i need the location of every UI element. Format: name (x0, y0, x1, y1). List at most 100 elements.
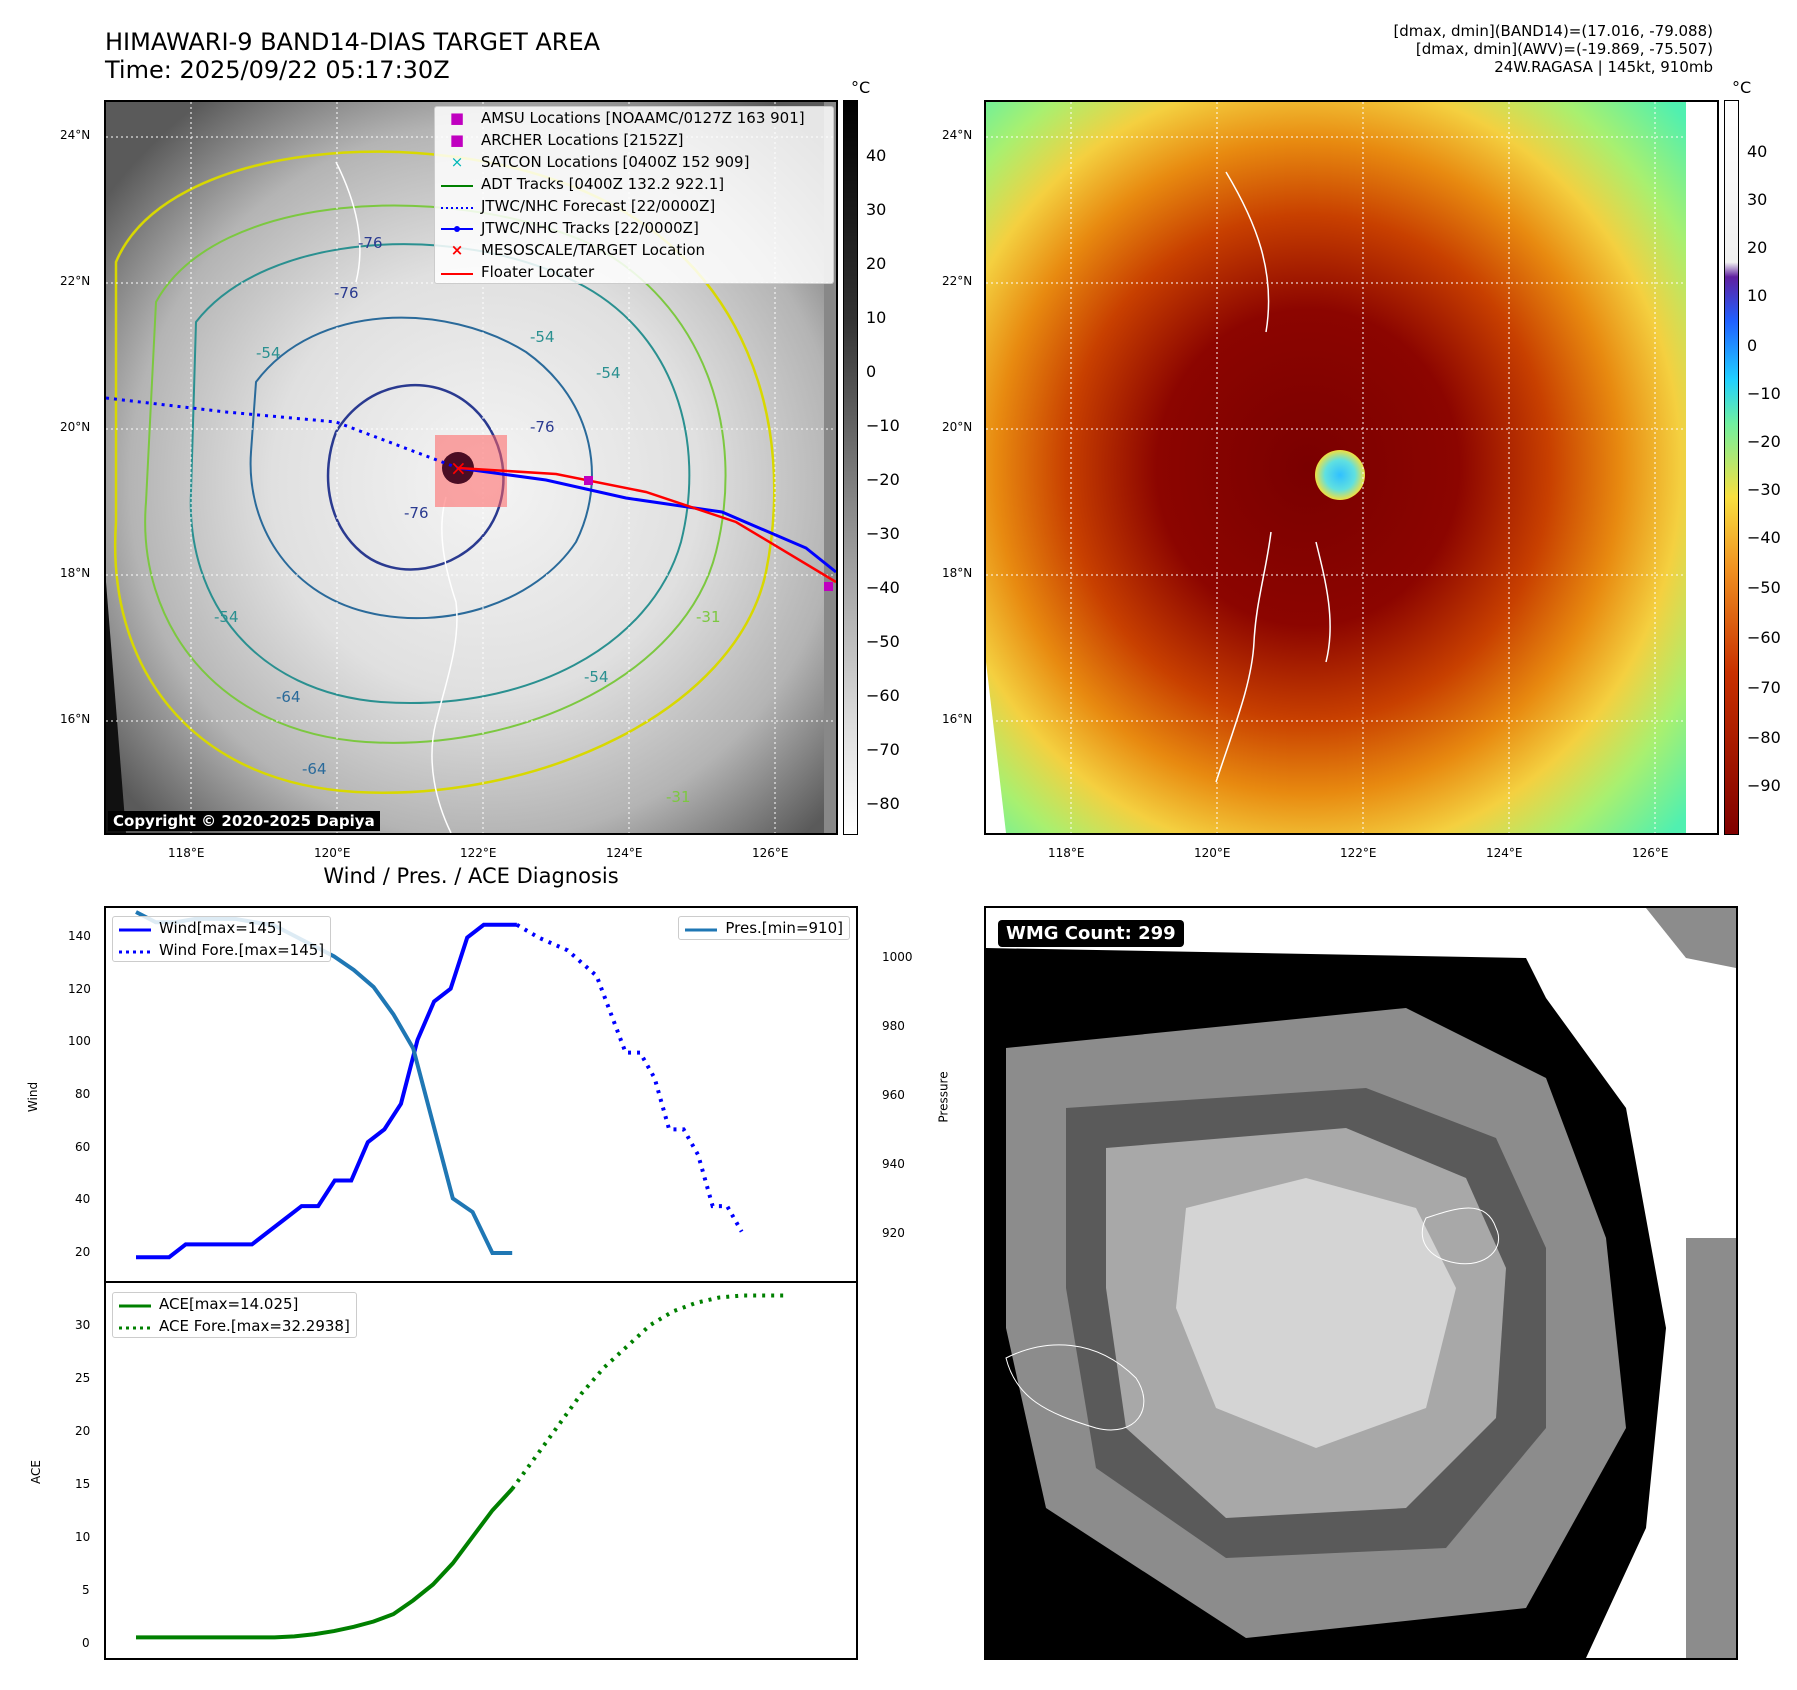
wmg-count-badge: WMG Count: 299 (998, 920, 1184, 947)
contour-navy-eye (326, 383, 505, 571)
contour-green (144, 204, 727, 744)
legend-item-ace: ACE[max=14.025] (113, 1293, 356, 1315)
colorbar-tick: −20 (866, 470, 900, 489)
diagnosis-panel: Wind[max=145] Wind Fore.[max=145] Pres.[… (104, 906, 858, 1660)
wmg-edge-gray (1686, 1238, 1736, 1658)
colorbar-tick: −60 (866, 686, 900, 705)
legend-label: JTWC/NHC Forecast [22/0000Z] (481, 197, 716, 215)
coastline-luzon (431, 496, 458, 833)
lon-tick: 120°E (314, 846, 351, 860)
lon-tick: 124°E (1486, 846, 1523, 860)
legend-label: Floater Locater (481, 263, 595, 281)
pressure-plot (135, 910, 513, 1255)
lat-tick: 18°N (942, 566, 973, 580)
colorbar-tick: −40 (1747, 528, 1781, 547)
wind-tick: 80 (75, 1087, 91, 1101)
wind-forecast-series (515, 923, 744, 1233)
target-location-marker: × (450, 456, 467, 480)
lat-tick: 20°N (60, 420, 91, 434)
lon-tick: 118°E (168, 846, 205, 860)
legend-item-jtwc-tracks: JTWC/NHC Tracks [22/0000Z] (435, 217, 833, 239)
lat-tick: 22°N (60, 274, 91, 288)
info-line-2: [dmax, dmin](AWV)=(-19.869, -75.507) (1415, 40, 1713, 58)
dotted-line-swatch-icon (441, 197, 473, 215)
coastline (1421, 1207, 1500, 1265)
info-line-3: 24W.RAGASA | 145kt, 910mb (1494, 58, 1713, 76)
line-swatch-icon (441, 263, 473, 281)
contour-label: -54 (584, 668, 609, 686)
title-line-1: HIMAWARI-9 BAND14-DIAS TARGET AREA (105, 28, 601, 56)
figure-title: HIMAWARI-9 BAND14-DIAS TARGET AREA Time:… (105, 28, 600, 84)
legend-label: Wind Fore.[max=145] (159, 941, 325, 959)
legend-label: ACE[max=14.025] (159, 1295, 299, 1313)
ace-tick: 15 (75, 1477, 91, 1491)
pressure-tick: 940 (882, 1157, 905, 1171)
ace-plot (136, 1293, 789, 1640)
legend-label: AMSU Locations [NOAAMC/0127Z 163 901] (481, 109, 805, 127)
square-marker-icon: ■ (449, 109, 465, 127)
contour-label: -64 (302, 760, 327, 778)
contour-label: -54 (256, 344, 281, 362)
contour-label: -64 (276, 688, 301, 706)
storm-info: [dmax, dmin](BAND14)=(17.016, -79.088) [… (1393, 22, 1713, 76)
wmg-image (986, 908, 1736, 1658)
wind-tick: 120 (68, 982, 91, 996)
jtwc-forecast-track (106, 396, 459, 470)
colorbar-unit: °C (1732, 78, 1752, 97)
lon-tick: 124°E (606, 846, 643, 860)
wind-series (136, 922, 517, 1260)
ace-tick: 0 (82, 1636, 90, 1650)
colorbar-tick: −10 (866, 416, 900, 435)
colorbar-tick: 40 (866, 146, 887, 165)
lat-tick: 16°N (942, 712, 973, 726)
x-marker-icon: × (450, 153, 464, 171)
line-dot-swatch-icon (441, 219, 473, 237)
ace-legend: ACE[max=14.025] ACE Fore.[max=32.2938] (112, 1292, 357, 1338)
coastline-luzon (1215, 531, 1331, 783)
colorbar-tick: 0 (866, 362, 877, 381)
legend-item-wind-fore: Wind Fore.[max=145] (113, 939, 330, 961)
colorbar-tick: 0 (1747, 336, 1758, 355)
lat-tick: 24°N (942, 128, 973, 142)
copyright-badge: Copyright © 2020-2025 Dapiya (108, 811, 380, 831)
diagnosis-chart (106, 910, 856, 1640)
wind-tick: 140 (68, 929, 91, 943)
floater-track (457, 466, 836, 584)
lon-tick: 122°E (460, 846, 497, 860)
line-swatch-icon (119, 919, 151, 937)
colorbar-tick: −30 (866, 524, 900, 543)
lon-tick: 118°E (1048, 846, 1085, 860)
pressure-series (135, 910, 513, 1255)
info-line-1: [dmax, dmin](BAND14)=(17.016, -79.088) (1393, 22, 1713, 40)
contour-label: -54 (596, 364, 621, 382)
lat-tick: 22°N (942, 274, 973, 288)
lat-tick: 24°N (60, 128, 91, 142)
colorbar-tick: −30 (1747, 480, 1781, 499)
ir-color-map (984, 100, 1719, 835)
legend-item-amsu: ■ AMSU Locations [NOAAMC/0127Z 163 901] (435, 107, 833, 129)
colorbar-tick: −50 (866, 632, 900, 651)
ace-tick: 20 (75, 1424, 91, 1438)
amsu-location-marker (584, 476, 593, 485)
colorbar-tick: −50 (1747, 578, 1781, 597)
lon-tick: 122°E (1340, 846, 1377, 860)
colorbar-color (1724, 100, 1739, 835)
colorbar-tick: 20 (1747, 238, 1768, 257)
lon-tick: 120°E (1194, 846, 1231, 860)
legend-label: JTWC/NHC Tracks [22/0000Z] (481, 219, 699, 237)
ir-grayscale-map: -76 -76 -76 -76 -54 -54 -54 -54 -54 -64 … (104, 100, 838, 835)
legend-item-pres: Pres.[min=910] (679, 917, 849, 939)
lon-tick: 126°E (752, 846, 789, 860)
dotted-line-swatch-icon (119, 1317, 151, 1335)
coastline-taiwan (335, 161, 361, 283)
jtwc-observed-track (457, 466, 836, 574)
colorbar-gray (843, 100, 858, 835)
contour-label: -76 (404, 504, 429, 522)
contour-label: -54 (530, 328, 555, 346)
pressure-legend: Pres.[min=910] (678, 916, 850, 940)
legend-label: MESOSCALE/TARGET Location (481, 241, 706, 259)
ace-axis-label: ACE (28, 1460, 43, 1484)
legend-label: Wind[max=145] (159, 919, 283, 937)
lat-tick: 16°N (60, 712, 91, 726)
archer-location-marker (824, 582, 833, 591)
